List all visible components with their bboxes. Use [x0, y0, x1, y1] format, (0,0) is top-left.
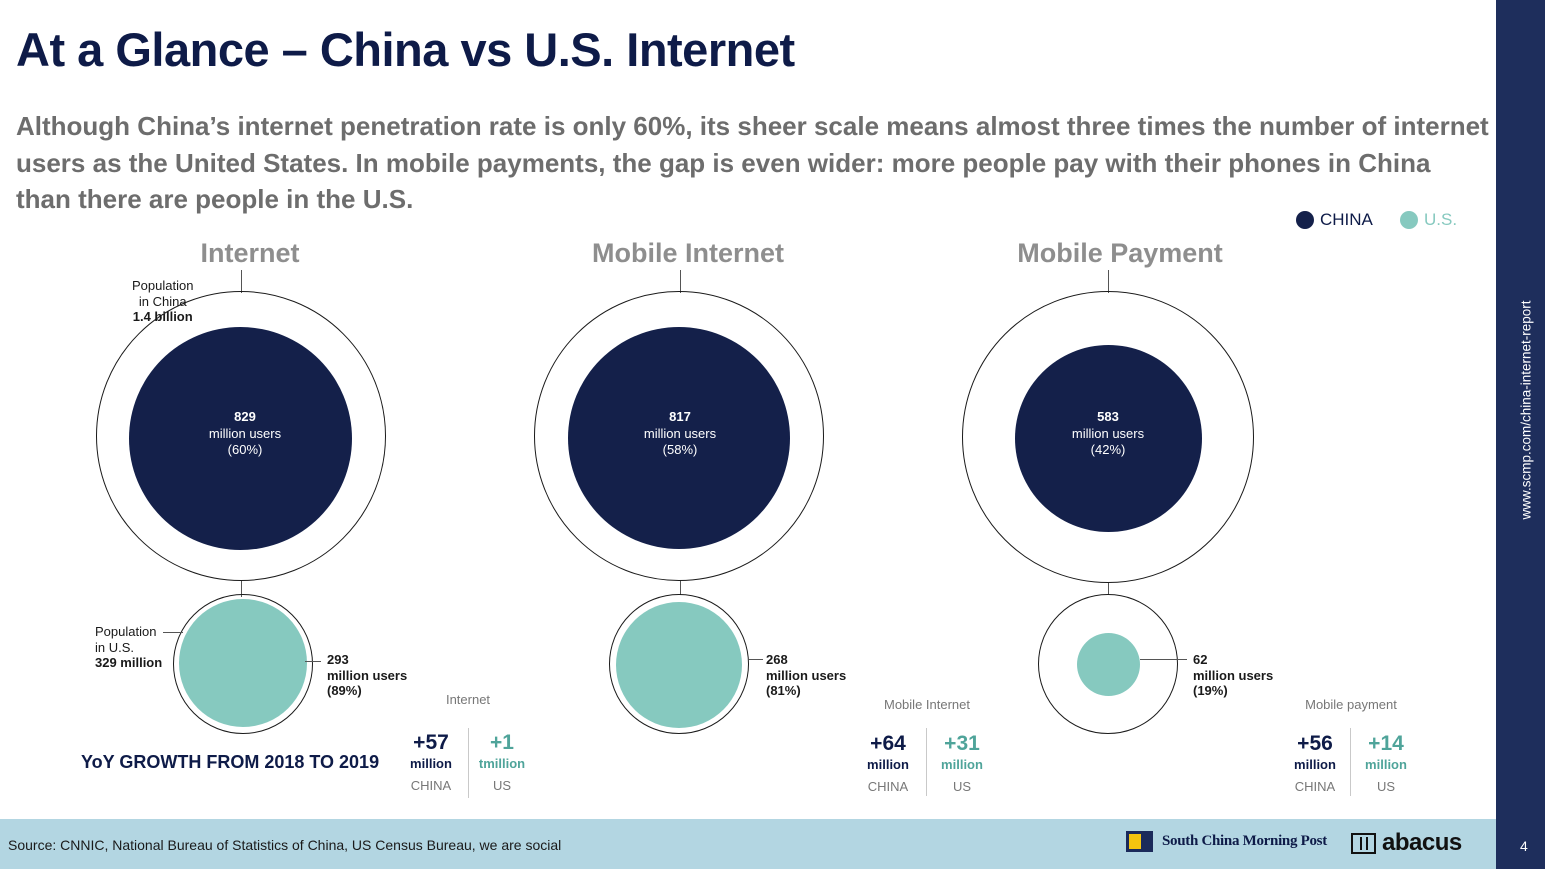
connector-line — [749, 659, 763, 660]
source-note: Source: CNNIC, National Bureau of Statis… — [8, 837, 562, 853]
china-mobile-internet-users-circle — [568, 327, 790, 549]
growth-us-mobile-payment: +14 million US — [1365, 732, 1407, 794]
sidebar-url[interactable]: www.scmp.com/china-internet-report — [1518, 300, 1534, 520]
section-title-mobile-payment: Mobile Payment — [1017, 238, 1223, 268]
us-dot-icon — [1400, 211, 1418, 229]
china-population-circle — [534, 291, 824, 581]
connector-line — [305, 661, 321, 662]
growth-divider — [926, 728, 927, 796]
us-mobile-internet-users-label: 268 million users (81%) — [766, 652, 847, 698]
growth-china-internet: +57 million CHINA — [410, 731, 452, 793]
us-mobile-payment-users-circle — [1077, 633, 1140, 696]
connector-line — [680, 581, 681, 595]
connector-line — [1140, 659, 1187, 660]
us-population-circle — [173, 594, 313, 734]
china-dot-icon — [1296, 211, 1314, 229]
section-title-internet: Internet — [200, 238, 300, 268]
growth-divider — [1350, 728, 1351, 796]
legend-us-label: U.S. — [1424, 210, 1458, 229]
china-mobile-payment-users-label: 583 million users (42%) — [1071, 409, 1145, 457]
connector-line — [1108, 583, 1109, 595]
connector-line — [163, 632, 183, 633]
scmp-logo-text: South China Morning Post — [1162, 833, 1327, 849]
growth-heading: YoY GROWTH FROM 2018 TO 2019 — [81, 752, 380, 772]
growth-china-mobile-payment: +56 million CHINA — [1294, 732, 1336, 794]
scmp-logo-icon — [1126, 831, 1153, 852]
abacus-logo-icon — [1351, 832, 1376, 854]
page-number: 4 — [1520, 838, 1528, 854]
page-title: At a Glance – China vs U.S. Internet — [16, 23, 795, 76]
growth-us-internet: +1 tmillion US — [478, 731, 526, 793]
legend-china-label: CHINA — [1320, 210, 1373, 229]
legend-us: U.S. — [1400, 210, 1457, 230]
china-mobile-payment-users-circle — [1015, 345, 1202, 532]
growth-us-mobile-internet: +31 million US — [941, 732, 983, 794]
china-internet-users-label: 829 million users (60%) — [208, 409, 282, 457]
growth-title-mobile-internet: Mobile Internet — [884, 697, 970, 712]
growth-divider — [468, 728, 469, 798]
connector-line — [680, 270, 681, 293]
scmp-logo: South China Morning Post — [1126, 831, 1327, 852]
growth-title-mobile-payment: Mobile payment — [1305, 697, 1397, 712]
us-internet-users-label: 293 million users (89%) — [327, 652, 408, 698]
china-population-circle — [962, 291, 1254, 583]
us-population-circle — [609, 594, 749, 734]
connector-line — [241, 270, 242, 293]
china-mobile-internet-users-label: 817 million users (58%) — [643, 409, 717, 457]
connector-line — [241, 581, 242, 597]
us-population-label: Population in U.S. 329 million — [95, 624, 163, 670]
us-mobile-payment-users-label: 62 million users (19%) — [1193, 652, 1274, 698]
connector-line — [1108, 270, 1109, 293]
growth-title-internet: Internet — [445, 692, 491, 707]
section-title-mobile-internet: Mobile Internet — [591, 238, 785, 268]
china-population-circle — [96, 291, 386, 581]
abacus-logo-text: abacus — [1382, 829, 1462, 856]
right-sidebar — [1496, 0, 1545, 869]
us-internet-users-circle — [179, 599, 307, 727]
abacus-logo: abacus — [1351, 831, 1462, 855]
us-mobile-internet-users-circle — [616, 602, 742, 728]
china-internet-users-circle — [129, 327, 352, 550]
growth-china-mobile-internet: +64 million CHINA — [867, 732, 909, 794]
legend-china: CHINA — [1296, 210, 1373, 230]
page-subtitle: Although China’s internet penetration ra… — [16, 111, 1489, 214]
footer-bar — [0, 819, 1496, 869]
us-population-circle — [1038, 594, 1178, 734]
